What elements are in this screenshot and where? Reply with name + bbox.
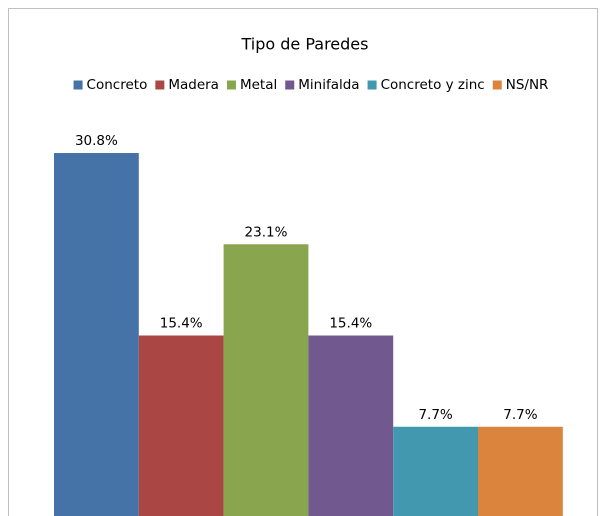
data-label: 15.4%	[160, 316, 203, 332]
bar	[138, 335, 224, 516]
chart-title: Tipo de Paredes	[241, 35, 369, 54]
bar	[478, 426, 563, 516]
legend-label: Concreto y zinc	[381, 77, 485, 93]
legend-label: Minifalda	[298, 77, 359, 93]
legend-swatch	[226, 80, 236, 90]
legend-label: Metal	[240, 77, 277, 93]
legend-swatch	[155, 80, 165, 90]
bar	[54, 153, 139, 516]
data-label: 7.7%	[418, 407, 452, 423]
legend-label: NS/NR	[506, 77, 549, 93]
legend-swatch	[73, 80, 83, 90]
bar	[223, 244, 309, 516]
legend-swatch	[367, 80, 377, 90]
bar	[393, 426, 478, 516]
legend-swatch	[285, 80, 295, 90]
data-label: 7.7%	[503, 407, 537, 423]
data-label: 15.4%	[329, 316, 372, 332]
bar	[308, 335, 394, 516]
data-label: 30.8%	[75, 133, 118, 149]
legend-label: Concreto	[87, 77, 148, 93]
legend-swatch	[492, 80, 502, 90]
legend-label: Madera	[168, 77, 219, 93]
data-label: 23.1%	[245, 224, 288, 240]
